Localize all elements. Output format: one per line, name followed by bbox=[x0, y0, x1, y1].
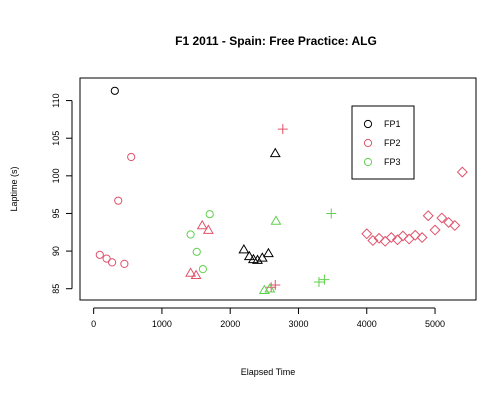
series-fp3 bbox=[186, 208, 337, 295]
data-point-triangle bbox=[270, 215, 282, 225]
y-tick-label: 90 bbox=[51, 246, 61, 256]
data-point-triangle bbox=[238, 243, 250, 254]
x-tick-label: 1000 bbox=[152, 319, 172, 329]
data-point-triangle bbox=[252, 254, 263, 264]
legend-box bbox=[351, 105, 415, 180]
plot-frame bbox=[79, 77, 477, 301]
data-point-diamond bbox=[429, 224, 441, 236]
data-point-circle bbox=[120, 259, 129, 268]
x-tick-label: 5000 bbox=[425, 319, 445, 329]
data-point-plus bbox=[319, 274, 330, 285]
chart-title: F1 2011 - Spain: Free Practice: ALG bbox=[175, 34, 377, 48]
x-tick-label: 3000 bbox=[288, 319, 308, 329]
data-point-diamond bbox=[379, 235, 391, 247]
data-point-triangle bbox=[269, 147, 281, 158]
series-fp2 bbox=[95, 124, 468, 293]
data-point-diamond bbox=[436, 212, 448, 224]
data-point-circle bbox=[107, 258, 117, 267]
data-point-circle bbox=[198, 265, 207, 274]
data-point-diamond bbox=[373, 232, 385, 244]
data-point-triangle bbox=[262, 247, 274, 258]
data-point-circle bbox=[95, 250, 104, 259]
data-point-plus bbox=[277, 124, 288, 135]
data-point-triangle bbox=[185, 267, 197, 277]
y-axis: 85 90 95 100 105 110 bbox=[51, 93, 73, 294]
legend: FP1 FP2 FP3 bbox=[351, 105, 415, 180]
series-fp1 bbox=[110, 86, 281, 264]
data-point-triangle bbox=[202, 224, 214, 234]
data-point-circle bbox=[186, 230, 195, 239]
data-point-triangle bbox=[256, 252, 268, 262]
y-tick-label: 105 bbox=[51, 131, 61, 146]
x-axis-label: Elapsed Time bbox=[241, 367, 296, 377]
data-point-plus bbox=[270, 279, 281, 290]
x-tick-label: 0 bbox=[91, 319, 96, 329]
data-point-triangle bbox=[264, 283, 276, 293]
data-point-diamond bbox=[397, 230, 409, 242]
data-point-diamond bbox=[456, 166, 468, 178]
x-axis: 0 1000 2000 3000 4000 5000 bbox=[91, 307, 445, 329]
legend-label-fp1: FP1 bbox=[384, 119, 401, 129]
data-point-diamond bbox=[385, 232, 397, 244]
legend-marker-fp3 bbox=[363, 157, 373, 167]
y-tick-label: 110 bbox=[51, 93, 61, 107]
legend-marker-fp1 bbox=[363, 119, 373, 129]
legend-label-fp3: FP3 bbox=[384, 157, 401, 167]
data-point-circle bbox=[102, 254, 111, 263]
data-point-plus bbox=[313, 276, 324, 287]
x-tick-label: 2000 bbox=[220, 319, 240, 329]
legend-marker-fp2 bbox=[363, 138, 373, 148]
y-axis-label: Laptime (s) bbox=[9, 166, 19, 211]
data-point-diamond bbox=[443, 216, 455, 228]
data-point-circle bbox=[110, 86, 119, 95]
data-point-triangle bbox=[243, 250, 255, 261]
data-point-diamond bbox=[361, 228, 373, 240]
data-point-triangle bbox=[196, 219, 208, 230]
data-point-circle bbox=[127, 152, 136, 162]
x-tick-label: 4000 bbox=[357, 319, 377, 329]
legend-label-fp2: FP2 bbox=[384, 138, 401, 148]
data-points bbox=[95, 86, 468, 295]
data-point-diamond bbox=[449, 219, 461, 232]
y-tick-label: 85 bbox=[51, 284, 61, 294]
data-point-diamond bbox=[403, 233, 415, 245]
data-point-circle bbox=[114, 196, 123, 205]
y-tick-label: 95 bbox=[51, 208, 61, 218]
data-point-diamond bbox=[422, 210, 434, 222]
data-point-circle bbox=[205, 210, 214, 219]
data-point-plus bbox=[326, 208, 337, 219]
data-point-circle bbox=[192, 247, 201, 256]
data-point-diamond bbox=[416, 232, 428, 244]
y-tick-label: 100 bbox=[51, 168, 61, 183]
data-point-diamond bbox=[367, 235, 379, 247]
data-point-triangle bbox=[190, 269, 202, 279]
data-point-diamond bbox=[409, 229, 421, 241]
